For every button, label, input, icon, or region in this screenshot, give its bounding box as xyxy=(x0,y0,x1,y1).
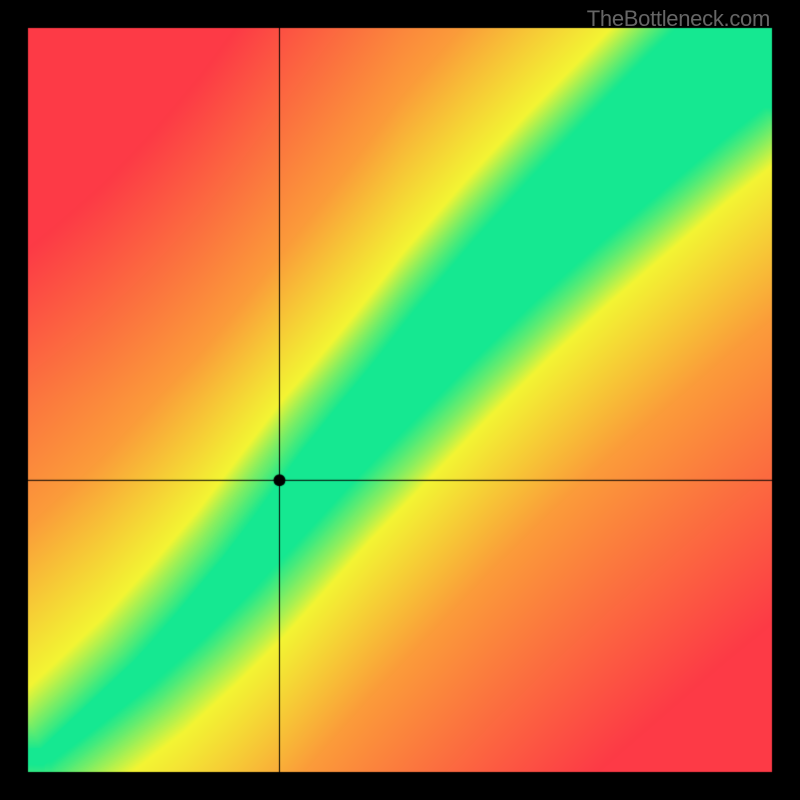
watermark-text: TheBottleneck.com xyxy=(587,6,770,32)
bottleneck-heatmap xyxy=(0,0,800,800)
chart-container: TheBottleneck.com xyxy=(0,0,800,800)
